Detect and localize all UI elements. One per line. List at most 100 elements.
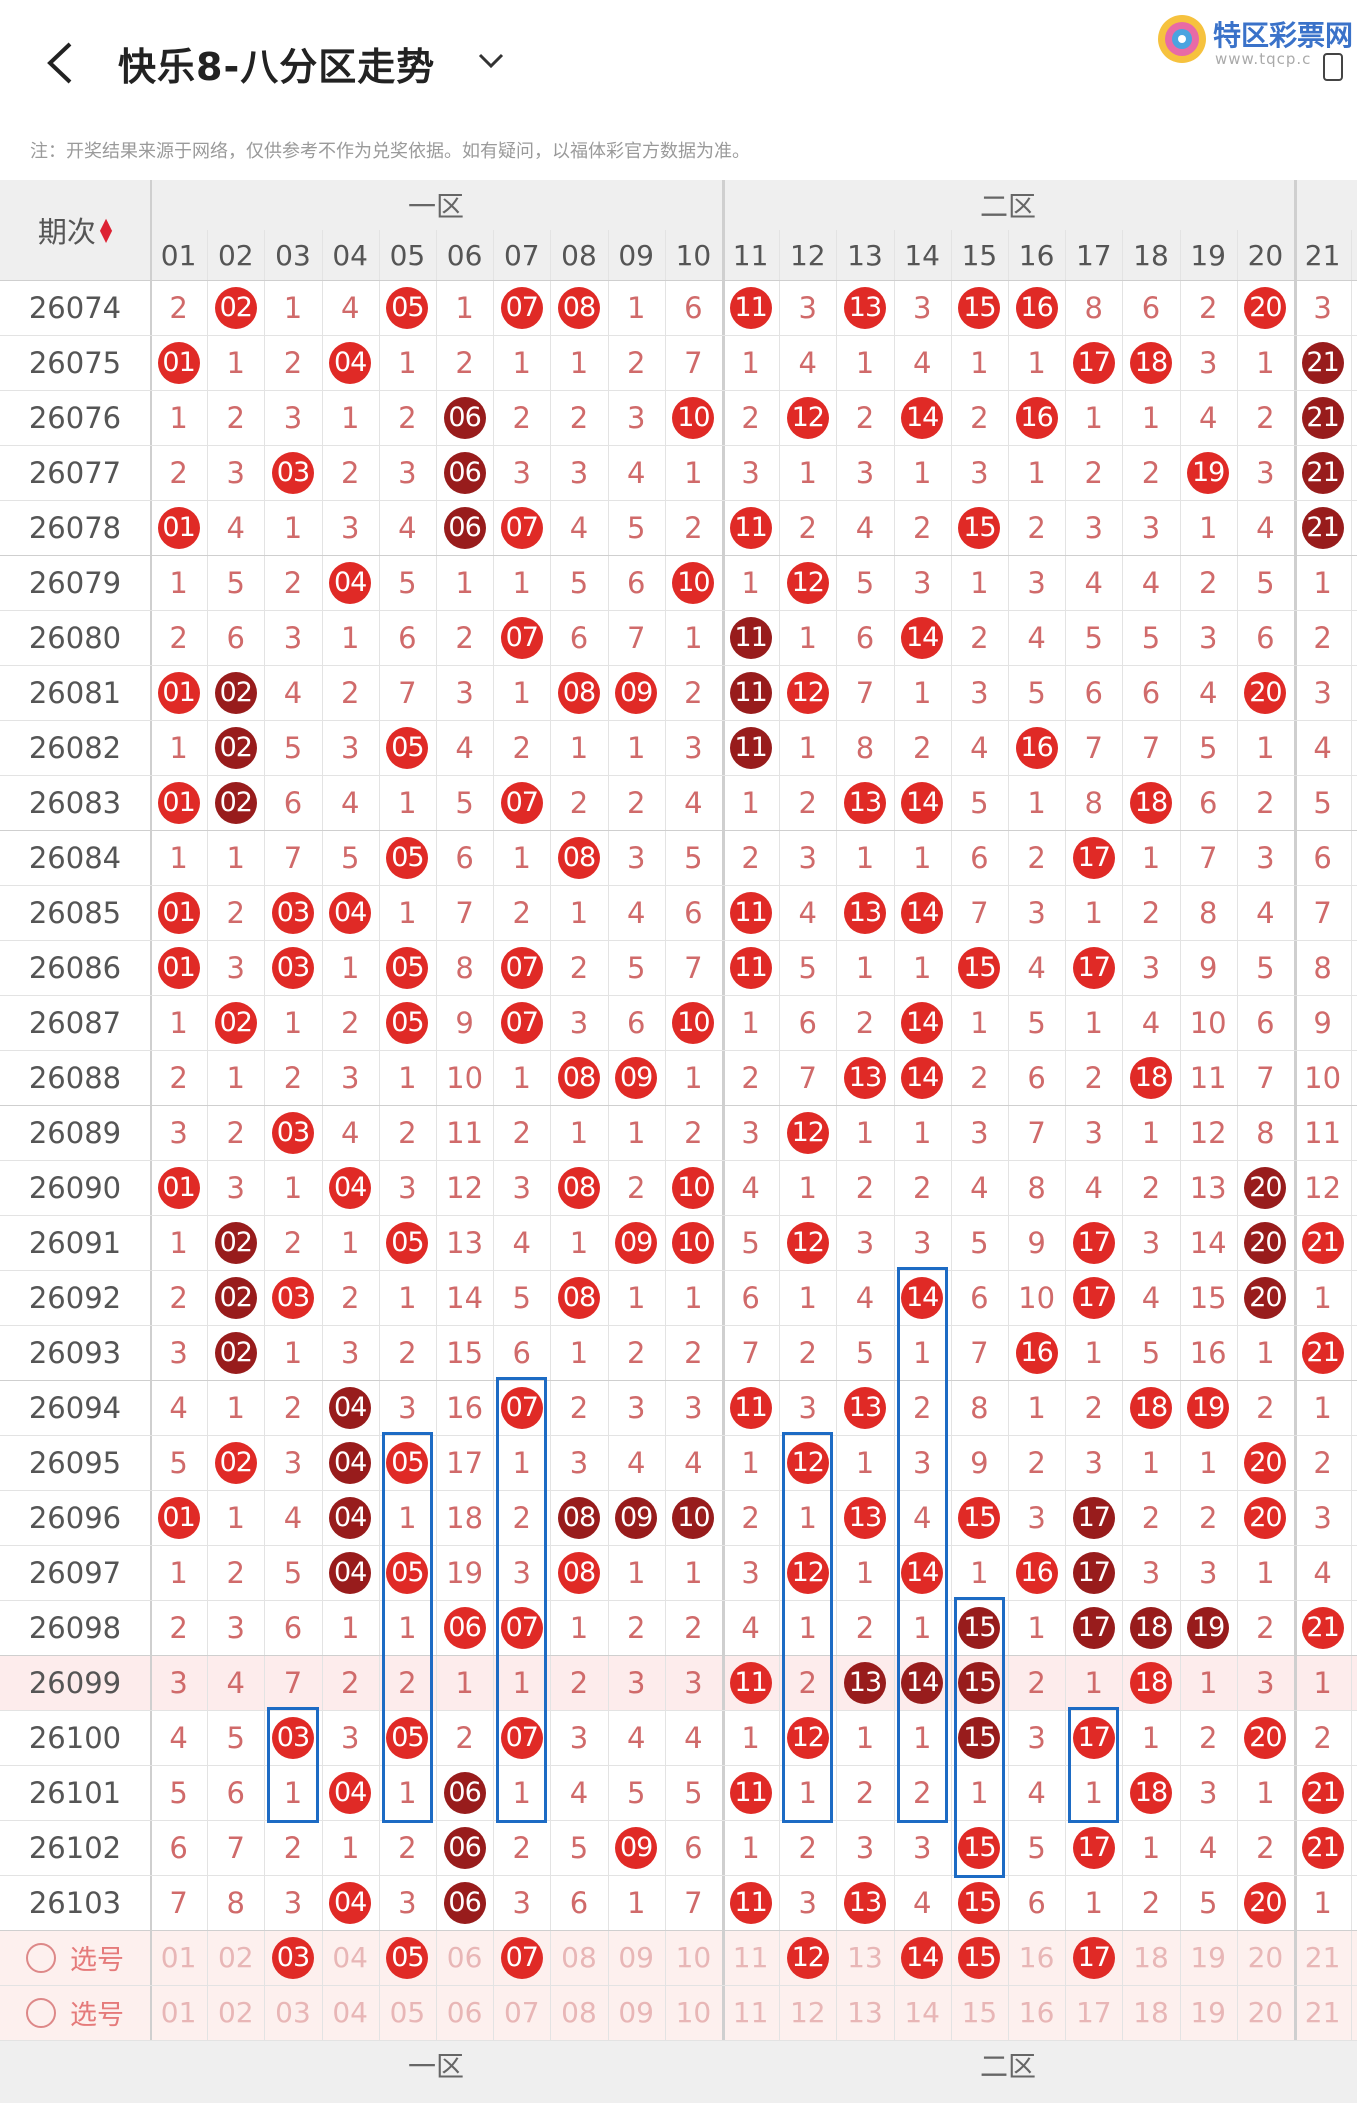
pick-cell[interactable]: 06 bbox=[446, 1996, 483, 2029]
trend-cell: 2 bbox=[569, 950, 589, 985]
trend-cell: 2 bbox=[684, 675, 703, 710]
issue-header[interactable]: 期次 ▲ ▼ bbox=[0, 180, 150, 280]
pick-cell[interactable]: 21 bbox=[1304, 1996, 1341, 2029]
pick-cell[interactable]: 11 bbox=[732, 1941, 769, 1974]
pick-cell[interactable]: 10 bbox=[675, 1996, 712, 2029]
selected-pick-ball[interactable]: 12 bbox=[786, 1936, 829, 1979]
pick-cell[interactable]: 08 bbox=[561, 1996, 597, 2029]
pick-row-label: 选号 bbox=[0, 1985, 150, 2040]
grid-line bbox=[1179, 230, 1181, 2040]
pick-cell[interactable]: 13 bbox=[847, 1941, 883, 1974]
pick-cell[interactable]: 21 bbox=[1304, 1941, 1341, 1974]
trend-cell: 4 bbox=[283, 1500, 303, 1535]
pick-cell[interactable]: 19 bbox=[1190, 1996, 1226, 2029]
pick-cell[interactable]: 04 bbox=[332, 1996, 368, 2029]
trend-cell: 6 bbox=[1313, 840, 1332, 875]
trend-cell: 1 bbox=[1084, 400, 1103, 435]
pick-cell[interactable]: 13 bbox=[847, 1996, 883, 2029]
pick-cell[interactable]: 10 bbox=[675, 1941, 712, 1974]
trend-cell: 2 bbox=[169, 1060, 188, 1095]
pick-cell[interactable]: 06 bbox=[446, 1941, 483, 1974]
pick-cell[interactable]: 05 bbox=[389, 1996, 426, 2029]
trend-cell: 06 bbox=[436, 1875, 493, 1930]
trend-cell: 09 bbox=[608, 1820, 665, 1875]
drawn-ball: 21 bbox=[1301, 1826, 1344, 1869]
pick-cell[interactable]: 04 bbox=[332, 1941, 368, 1974]
pick-cell[interactable]: 08 bbox=[561, 1941, 597, 1974]
trend-cell: 1 bbox=[569, 895, 589, 930]
pick-cell[interactable]: 17 bbox=[1065, 1930, 1122, 1985]
trend-cell: 6 bbox=[970, 1280, 989, 1315]
pick-cell[interactable]: 16 bbox=[1018, 1996, 1055, 2029]
grid-line bbox=[1351, 230, 1353, 2040]
drawn-ball: 06 bbox=[443, 396, 486, 439]
pick-cell[interactable]: 19 bbox=[1190, 1941, 1226, 1974]
pick-cell[interactable]: 17 bbox=[1075, 1996, 1112, 2029]
selected-pick-ball[interactable]: 03 bbox=[271, 1936, 314, 1979]
pick-cell[interactable]: 05 bbox=[379, 1930, 436, 1985]
pick-cell[interactable]: 20 bbox=[1247, 1996, 1284, 2029]
pick-cell[interactable]: 18 bbox=[1133, 1941, 1169, 1974]
sort-arrows-icon[interactable]: ▲ ▼ bbox=[99, 214, 113, 245]
trend-cell: 6 bbox=[626, 1005, 646, 1040]
pick-cell[interactable]: 16 bbox=[1018, 1941, 1055, 1974]
pick-cell[interactable]: 14 bbox=[904, 1996, 940, 2029]
chevron-down-icon[interactable] bbox=[478, 52, 504, 70]
column-number: 07 bbox=[503, 238, 540, 272]
selected-pick-ball[interactable]: 07 bbox=[500, 1936, 543, 1979]
selected-pick-ball[interactable]: 14 bbox=[901, 1936, 944, 1979]
pick-cell[interactable]: 15 bbox=[951, 1930, 1008, 1985]
trend-cell: 2 bbox=[398, 1335, 417, 1370]
pick-cell[interactable]: 07 bbox=[503, 1996, 540, 2029]
trend-cell: 1 bbox=[1256, 730, 1275, 765]
selected-pick-ball[interactable]: 17 bbox=[1072, 1936, 1115, 1979]
trend-cell: 05 bbox=[379, 1710, 436, 1765]
radio-button[interactable] bbox=[26, 1997, 56, 2028]
grid-line bbox=[0, 830, 1357, 831]
trend-cell: 13 bbox=[836, 1490, 893, 1545]
trend-cell: 14 bbox=[894, 775, 951, 830]
pick-cell[interactable]: 11 bbox=[732, 1996, 769, 2029]
drawn-ball: 13 bbox=[843, 1661, 886, 1704]
pick-cell[interactable]: 01 bbox=[160, 1941, 197, 1974]
pick-cell[interactable]: 07 bbox=[493, 1930, 550, 1985]
trend-cell: 4 bbox=[1084, 565, 1103, 600]
grid-line bbox=[0, 1490, 1357, 1491]
drawn-ball: 02 bbox=[214, 671, 257, 714]
pick-cell[interactable]: 12 bbox=[779, 1930, 836, 1985]
pick-cell[interactable]: 02 bbox=[217, 1941, 254, 1974]
pick-cell[interactable]: 14 bbox=[894, 1930, 951, 1985]
page-title: 快乐8-八分区走势 bbox=[118, 45, 436, 89]
pick-cell[interactable]: 02 bbox=[217, 1996, 254, 2029]
grid-line bbox=[0, 1545, 1357, 1546]
trend-cell: 1 bbox=[398, 1610, 417, 1645]
pick-cell[interactable]: 09 bbox=[618, 1941, 654, 1974]
trend-cell: 1 bbox=[398, 345, 417, 380]
trend-cell: 12 bbox=[779, 1105, 836, 1160]
pick-cell[interactable]: 03 bbox=[264, 1930, 321, 1985]
pick-cell[interactable]: 18 bbox=[1133, 1996, 1169, 2029]
pick-cell[interactable]: 20 bbox=[1247, 1941, 1284, 1974]
pick-cell[interactable]: 01 bbox=[160, 1996, 197, 2029]
trend-cell: 2 bbox=[1198, 290, 1218, 325]
drawn-ball: 02 bbox=[214, 1331, 257, 1374]
trend-cell: 4 bbox=[684, 785, 703, 820]
back-arrow-icon[interactable] bbox=[40, 38, 80, 88]
trend-cell: 1 bbox=[340, 620, 360, 655]
trend-cell: 2 bbox=[169, 455, 188, 490]
trend-cell: 12 bbox=[779, 1435, 836, 1490]
phone-icon[interactable] bbox=[1322, 52, 1344, 82]
trend-cell: 5 bbox=[169, 1445, 188, 1480]
pick-cell[interactable]: 03 bbox=[275, 1996, 311, 2029]
trend-cell: 1 bbox=[226, 1500, 245, 1535]
trend-cell: 4 bbox=[741, 1170, 760, 1205]
trend-cell: 14 bbox=[894, 610, 951, 665]
radio-button[interactable] bbox=[26, 1942, 56, 1973]
selected-pick-ball[interactable]: 05 bbox=[386, 1936, 429, 1979]
selected-pick-ball[interactable]: 15 bbox=[958, 1936, 1001, 1979]
pick-cell[interactable]: 09 bbox=[618, 1996, 654, 2029]
pick-cell[interactable]: 12 bbox=[789, 1996, 826, 2029]
trend-cell: 7 bbox=[1313, 895, 1332, 930]
trend-cell: 7 bbox=[1256, 1060, 1275, 1095]
pick-cell[interactable]: 15 bbox=[961, 1996, 998, 2029]
